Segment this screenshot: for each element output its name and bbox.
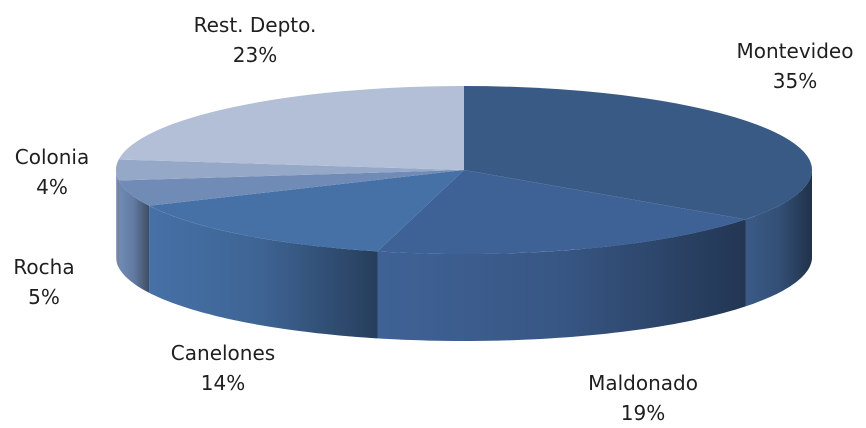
slice-name: Canelones [170, 341, 276, 365]
slice-side-shade-maldonado [377, 219, 746, 341]
slice-value: 35% [772, 69, 818, 93]
slice-label-maldonado: Maldonado 19% [578, 368, 708, 428]
slice-name: Maldonado [588, 371, 698, 395]
slice-label-rest-depto: Rest. Depto. 23% [170, 10, 340, 70]
pie-top-faces [115, 85, 813, 255]
slice-side-shade-colonia [116, 170, 119, 268]
slice-name: Montevideo [736, 39, 854, 63]
slice-name: Rocha [13, 255, 75, 279]
slice-label-montevideo: Montevideo 35% [710, 36, 866, 96]
slice-side-shade-rocha [118, 180, 150, 293]
slice-top-rocha [118, 170, 464, 206]
slice-value: 4% [36, 175, 68, 199]
slice-value: 14% [200, 371, 246, 395]
slice-label-rocha: Rocha 5% [4, 252, 84, 312]
pie-side-walls [116, 170, 812, 341]
slice-top-canelones [149, 170, 464, 252]
slice-side-shade-canelones [149, 205, 378, 339]
slice-value: 5% [28, 285, 60, 309]
slice-label-canelones: Canelones 14% [148, 338, 298, 398]
slice-top-maldonado [377, 170, 746, 255]
slice-name: Colonia [14, 145, 90, 169]
slice-top-rest-depto [118, 85, 464, 170]
slice-top-colonia [115, 159, 465, 181]
slice-side-shade-montevideo [745, 170, 812, 307]
slice-top-montevideo [464, 86, 813, 220]
slice-value: 23% [232, 43, 278, 67]
slice-name: Rest. Depto. [193, 13, 317, 37]
slice-label-colonia: Colonia 4% [0, 142, 104, 202]
slice-value: 19% [620, 401, 666, 425]
